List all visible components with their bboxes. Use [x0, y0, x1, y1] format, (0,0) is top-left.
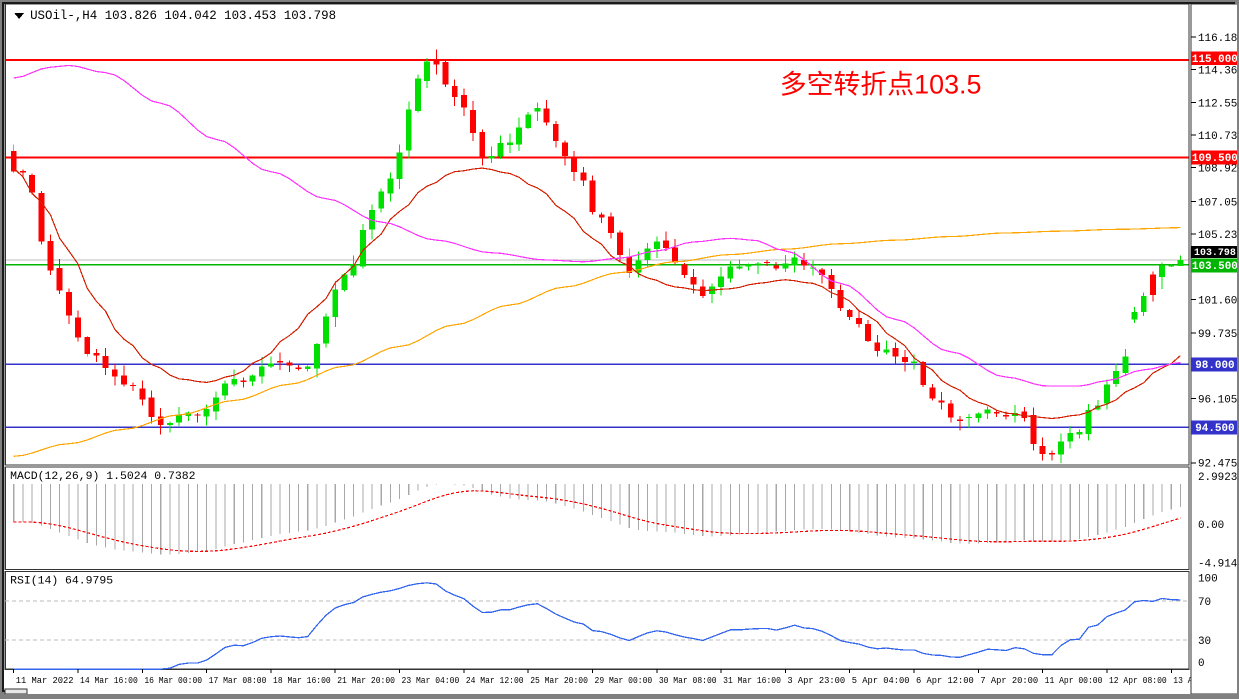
svg-text:114.365: 114.365: [1198, 66, 1237, 78]
svg-text:31 Mar 16:00: 31 Mar 16:00: [723, 675, 781, 686]
svg-text:110.735: 110.735: [1198, 131, 1237, 143]
svg-text:21 Mar 20:00: 21 Mar 20:00: [337, 675, 395, 686]
svg-text:RSI(14) 64.9795: RSI(14) 64.9795: [10, 574, 113, 587]
svg-text:99.735: 99.735: [1198, 329, 1237, 341]
svg-text:100: 100: [1198, 573, 1218, 585]
svg-text:USOil-,H4 103.826 104.042 103: USOil-,H4 103.826 104.042 103.453 103.79…: [30, 9, 336, 23]
svg-text:16 Mar 00:00: 16 Mar 00:00: [144, 675, 202, 686]
svg-text:2.9923: 2.9923: [1198, 472, 1237, 484]
svg-text:18 Mar 16:00: 18 Mar 16:00: [273, 675, 331, 686]
svg-text:107.050: 107.050: [1198, 197, 1237, 209]
svg-text:25 Mar 20:00: 25 Mar 20:00: [530, 675, 588, 686]
svg-text:109.500: 109.500: [1192, 153, 1237, 165]
svg-text:101.605: 101.605: [1198, 295, 1237, 307]
svg-text:12 Apr 08:00: 12 Apr 08:00: [1109, 675, 1167, 686]
svg-text:11 Mar 2022: 11 Mar 2022: [16, 675, 74, 686]
svg-text:108.920: 108.920: [1198, 164, 1237, 176]
svg-text:14 Mar 16:00: 14 Mar 16:00: [80, 675, 138, 686]
svg-text:115.000: 115.000: [1192, 54, 1237, 66]
svg-text:24 Mar 12:00: 24 Mar 12:00: [466, 675, 524, 686]
svg-text:98.000: 98.000: [1195, 360, 1234, 372]
svg-text:92.475: 92.475: [1198, 458, 1237, 470]
svg-text:0: 0: [1198, 658, 1205, 670]
svg-text:96.105: 96.105: [1198, 395, 1237, 407]
svg-text:30: 30: [1198, 636, 1211, 648]
svg-text:3 Apr 23:00: 3 Apr 23:00: [787, 675, 845, 686]
svg-text:112.550: 112.550: [1198, 98, 1237, 110]
svg-text:17 Mar 08:00: 17 Mar 08:00: [209, 675, 267, 686]
svg-text:6 Apr 12:00: 6 Apr 12:00: [916, 675, 974, 686]
svg-text:0.00: 0.00: [1198, 520, 1224, 532]
svg-text:105.235: 105.235: [1198, 230, 1237, 242]
svg-text:7 Apr 20:00: 7 Apr 20:00: [980, 675, 1038, 686]
svg-text:多空转折点103.5: 多空转折点103.5: [780, 70, 982, 100]
svg-text:103.500: 103.500: [1192, 261, 1237, 273]
svg-text:70: 70: [1198, 597, 1211, 609]
svg-text:29 Mar 00:00: 29 Mar 00:00: [595, 675, 653, 686]
svg-text:11 Apr 00:00: 11 Apr 00:00: [1045, 675, 1103, 686]
svg-text:116.180: 116.180: [1198, 33, 1237, 45]
svg-text:-4.9146: -4.9146: [1198, 559, 1237, 571]
svg-text:23 Mar 04:00: 23 Mar 04:00: [402, 675, 460, 686]
svg-text:94.500: 94.500: [1195, 423, 1234, 435]
svg-text:MACD(12,26,9) 1.5024 0.7382: MACD(12,26,9) 1.5024 0.7382: [10, 470, 195, 483]
svg-text:5 Apr 04:00: 5 Apr 04:00: [852, 675, 910, 686]
svg-text:30 Mar 08:00: 30 Mar 08:00: [659, 675, 717, 686]
svg-text:103.798: 103.798: [1194, 247, 1236, 258]
